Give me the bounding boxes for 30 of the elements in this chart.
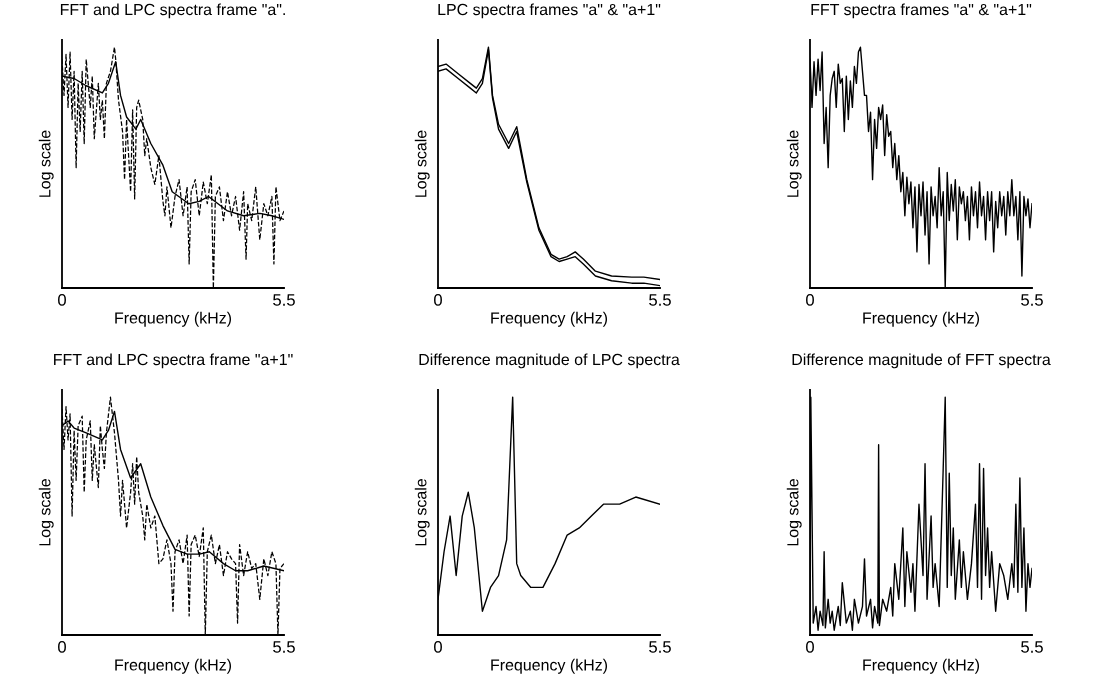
x-tick-label: 5.5 bbox=[649, 641, 671, 653]
x-tick-label: 5.5 bbox=[1021, 641, 1043, 653]
chart-title: FFT spectra frames "a" & "a+1" bbox=[811, 3, 1032, 19]
chart-title: Difference magnitude of LPC spectra bbox=[419, 353, 680, 369]
x-tick-label: 0 bbox=[434, 641, 442, 653]
x-tick-label: 0 bbox=[806, 641, 814, 653]
x-tick-label: 5.5 bbox=[1021, 294, 1043, 306]
y-axis-title: Log scale bbox=[38, 479, 54, 546]
x-tick-label: 5.5 bbox=[273, 294, 295, 306]
chart-title: LPC spectra frames "a" & "a+1" bbox=[438, 3, 661, 19]
x-tick-label: 5.5 bbox=[649, 294, 671, 306]
x-tick-label: 0 bbox=[58, 294, 66, 306]
y-axis-title: Log scale bbox=[414, 130, 430, 197]
x-tick-label: 0 bbox=[58, 641, 66, 653]
x-axis-title: Frequency (kHz) bbox=[863, 311, 980, 327]
x-tick-label: 0 bbox=[806, 294, 814, 306]
x-tick-label: 5.5 bbox=[273, 641, 295, 653]
chart-title: Difference magnitude of FFT spectra bbox=[792, 353, 1051, 369]
x-axis-title: Frequency (kHz) bbox=[115, 658, 232, 674]
x-tick-label: 0 bbox=[434, 294, 442, 306]
x-axis-title: Frequency (kHz) bbox=[491, 311, 608, 327]
y-axis-title: Log scale bbox=[414, 479, 430, 546]
y-axis-title: Log scale bbox=[38, 130, 54, 197]
y-axis-title: Log scale bbox=[786, 479, 802, 546]
x-axis-title: Frequency (kHz) bbox=[115, 311, 232, 327]
chart-title: FFT and LPC spectra frame "a". bbox=[60, 3, 285, 19]
y-axis-title: Log scale bbox=[786, 130, 802, 197]
chart-title: FFT and LPC spectra frame "a+1" bbox=[54, 353, 293, 369]
x-axis-title: Frequency (kHz) bbox=[863, 658, 980, 674]
x-axis-title: Frequency (kHz) bbox=[491, 658, 608, 674]
